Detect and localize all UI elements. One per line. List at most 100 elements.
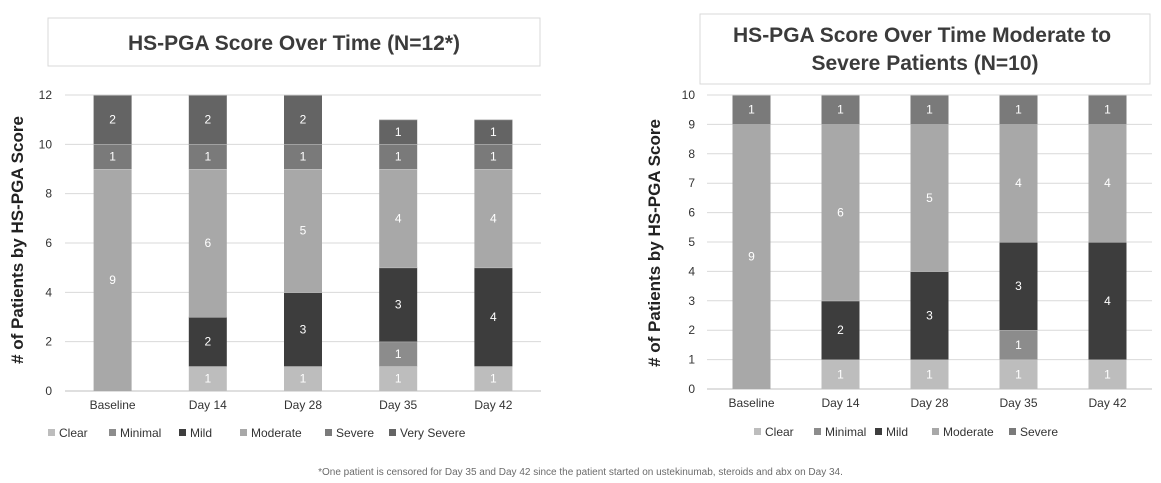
legend-swatch-moderate (932, 428, 939, 435)
data-label: 1 (1015, 367, 1022, 381)
bar-segment-clear (999, 359, 1038, 389)
bar-segment-moderate (379, 169, 418, 268)
y-tick-label: 8 (45, 187, 52, 201)
legend-label-minimal: Minimal (825, 425, 866, 439)
bar-segment-moderate (188, 169, 227, 317)
data-label: 5 (926, 191, 933, 205)
x-tick-label: Day 28 (910, 396, 948, 410)
bar-segment-moderate (474, 169, 513, 268)
legend-label-mild: Mild (886, 425, 908, 439)
chart-hs-pga-all: HS-PGA Score Over Time (N=12*) # of Pati… (8, 17, 541, 440)
legend-label-very-severe: Very Severe (400, 426, 466, 440)
y-tick-label: 4 (45, 285, 52, 299)
data-label: 2 (204, 113, 211, 127)
y-tick-label: 10 (682, 88, 696, 102)
bar-segment-clear (474, 366, 513, 391)
x-tick-label: Baseline (90, 398, 136, 412)
legend-swatch-mild (875, 428, 882, 435)
bar-segment-mild (474, 267, 513, 367)
bar-segment-moderate (284, 169, 322, 293)
y-tick-label: 7 (688, 176, 695, 190)
legend-swatch-mild (179, 429, 186, 436)
bar-segment-severe (999, 95, 1038, 125)
data-label: 1 (109, 150, 116, 164)
chart-title-line-1: HS-PGA Score Over Time Moderate to (733, 24, 1111, 47)
y-tick-label: 2 (45, 335, 52, 349)
data-label: 1 (395, 150, 402, 164)
bar-segment-severe (93, 144, 132, 169)
bar-segment-severe (284, 144, 322, 169)
footnote: *One patient is censored for Day 35 and … (318, 467, 843, 478)
legend-label-minimal: Minimal (120, 426, 161, 440)
chart-title: HS-PGA Score Over Time (N=12*) (128, 32, 460, 55)
data-label: 1 (395, 347, 402, 361)
legend-label-severe: Severe (1020, 425, 1058, 439)
data-label: 6 (204, 236, 211, 250)
bar-segment-minimal (999, 330, 1038, 360)
x-tick-label: Day 14 (821, 396, 859, 410)
bar-segment-mild (379, 267, 418, 342)
x-tick-label: Day 14 (189, 398, 227, 412)
bar-segment-severe (188, 144, 227, 169)
y-tick-label: 9 (688, 117, 695, 131)
y-tick-label: 0 (45, 384, 52, 398)
y-tick-label: 1 (688, 353, 695, 367)
data-label: 1 (204, 372, 211, 386)
bar-segment-severe (474, 144, 513, 169)
bar-segment-moderate (999, 124, 1038, 242)
legend-label-mild: Mild (190, 426, 212, 440)
legend-swatch-severe (325, 429, 332, 436)
y-tick-label: 8 (688, 147, 695, 161)
legend-swatch-severe (1009, 428, 1016, 435)
y-tick-label: 6 (688, 206, 695, 220)
bar-segment-clear (821, 359, 860, 389)
y-axis-label: # of Patients by HS-PGA Score (8, 116, 27, 364)
data-label: 1 (1015, 103, 1022, 117)
x-tick-label: Day 42 (474, 398, 512, 412)
bar-segment-mild (188, 317, 227, 367)
bar-segment-clear (188, 366, 227, 391)
x-tick-label: Day 28 (284, 398, 322, 412)
data-label: 3 (1015, 279, 1022, 293)
bar-segment-moderate (732, 124, 771, 390)
data-label: 1 (395, 372, 402, 386)
x-tick-label: Baseline (728, 396, 774, 410)
data-label: 3 (300, 322, 307, 336)
bar-segment-clear (1088, 359, 1127, 389)
legend-label-clear: Clear (765, 425, 794, 439)
data-label: 1 (1104, 103, 1111, 117)
x-tick-label: Day 42 (1088, 396, 1126, 410)
data-label: 1 (490, 150, 497, 164)
bar-segment-very-severe (379, 119, 418, 145)
bar-segment-moderate (1088, 124, 1127, 242)
data-label: 1 (300, 150, 307, 164)
data-label: 4 (395, 211, 402, 225)
bar-segment-severe (910, 95, 949, 125)
data-label: 5 (300, 224, 307, 238)
y-tick-label: 10 (39, 137, 53, 151)
bar-segment-moderate (821, 124, 860, 301)
y-tick-label: 12 (39, 88, 53, 102)
legend-swatch-moderate (240, 429, 247, 436)
y-tick-label: 4 (688, 264, 695, 278)
bar-segment-moderate (93, 169, 132, 391)
data-label: 6 (837, 206, 844, 220)
data-label: 1 (1104, 367, 1111, 381)
bar-segment-very-severe (474, 119, 513, 145)
bar-segment-clear (379, 366, 418, 391)
legend-swatch-minimal (109, 429, 116, 436)
data-label: 1 (926, 367, 933, 381)
bar-segment-very-severe (284, 95, 322, 145)
data-label: 1 (926, 103, 933, 117)
bar-segment-severe (821, 95, 860, 125)
bar-segment-minimal (379, 341, 418, 367)
y-tick-label: 6 (45, 236, 52, 250)
legend-label-clear: Clear (59, 426, 88, 440)
chart-hs-pga-moderate-severe: HS-PGA Score Over Time Moderate to Sever… (645, 13, 1152, 439)
chart-title-box (699, 13, 1151, 85)
bar-segment-mild (999, 242, 1038, 331)
chart-title-line-2: Severe Patients (N=10) (811, 52, 1038, 75)
x-tick-label: Day 35 (999, 396, 1037, 410)
legend-swatch-clear (48, 429, 55, 436)
bar-segment-clear (910, 359, 949, 389)
